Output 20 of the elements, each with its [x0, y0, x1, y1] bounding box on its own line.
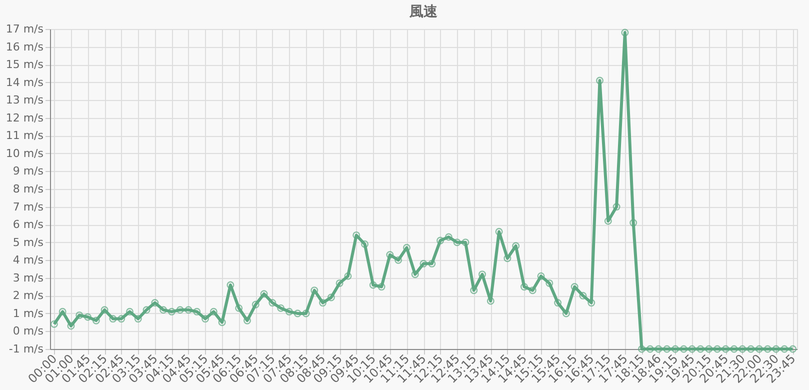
y-tick-label: 10 m/s [6, 146, 44, 160]
y-tick-label: 3 m/s [12, 271, 44, 284]
y-tick-label: 5 m/s [12, 236, 44, 249]
y-tick-label: -1 m/s [8, 342, 44, 356]
y-tick-label: 17 m/s [6, 22, 44, 36]
y-tick-label: 8 m/s [12, 182, 44, 196]
y-tick-label: 12 m/s [6, 111, 44, 124]
y-tick-label: 0 m/s [12, 324, 44, 338]
y-tick-label: 14 m/s [6, 76, 44, 89]
y-tick-label: 13 m/s [6, 94, 44, 107]
y-tick-label: 2 m/s [12, 289, 44, 302]
y-tick-label: 16 m/s [6, 40, 44, 54]
y-tick-label: 6 m/s [12, 218, 44, 232]
y-tick-label: 15 m/s [6, 58, 44, 72]
y-tick-label: 1 m/s [12, 306, 44, 320]
y-tick-label: 11 m/s [6, 129, 44, 142]
y-tick-label: 9 m/s [12, 164, 44, 178]
chart-title: 風速 [408, 4, 438, 20]
y-tick-label: 4 m/s [12, 254, 44, 267]
y-tick-label: 7 m/s [12, 200, 44, 214]
